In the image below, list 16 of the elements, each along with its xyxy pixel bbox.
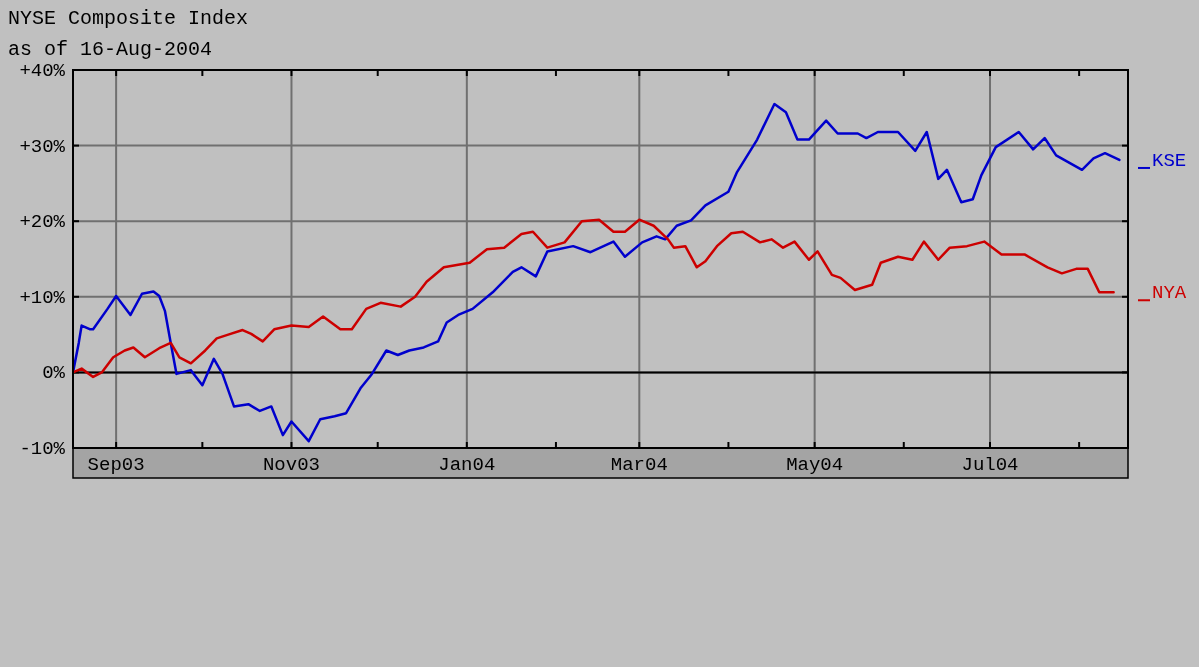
x-tick-label: Jan04	[438, 454, 496, 476]
chart-subtitle: as of 16-Aug-2004	[8, 38, 213, 61]
x-tick-label: May04	[786, 454, 844, 476]
y-tick-label: +20%	[19, 211, 66, 234]
y-tick-label: -10%	[19, 438, 66, 460]
y-tick-label: 0%	[42, 362, 66, 385]
y-tick-label: +30%	[19, 135, 66, 158]
x-tick-label: Jul04	[961, 454, 1019, 476]
legend-label: KSE	[1152, 149, 1187, 172]
x-tick-label: Nov03	[262, 454, 320, 476]
y-tick-label: +40%	[19, 60, 66, 82]
x-tick-label: Mar04	[610, 454, 668, 476]
y-tick-label: +10%	[19, 286, 66, 309]
x-tick-label: Sep03	[87, 454, 145, 476]
chart-title: NYSE Composite Index	[8, 7, 249, 30]
legend-label: NYA	[1152, 282, 1187, 305]
